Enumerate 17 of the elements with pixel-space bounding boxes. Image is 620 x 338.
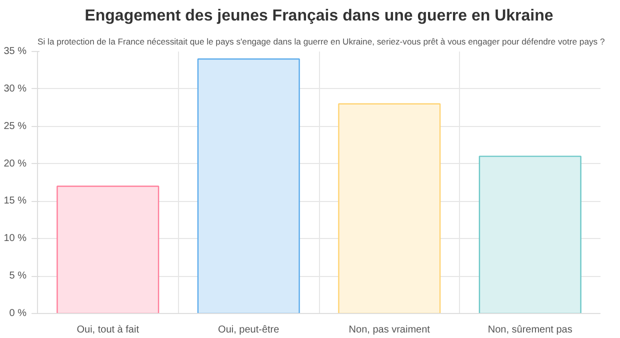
y-tick-label: 30 %	[4, 83, 27, 94]
y-tick-label: 5 %	[9, 270, 27, 282]
y-tick-label: 15 %	[4, 196, 27, 207]
y-tick-label: 35 %	[4, 46, 27, 57]
bar	[338, 103, 441, 314]
y-tick-label: 25 %	[4, 120, 27, 132]
y-tick-label: 10 %	[4, 233, 27, 244]
x-tick-label: Oui, peut-être	[218, 324, 280, 336]
y-tick-label: 0 %	[9, 308, 27, 319]
bar	[197, 58, 300, 314]
x-tick-label: Non, sûrement pas	[488, 324, 572, 336]
x-tick-label: Non, pas vraiment	[348, 324, 430, 336]
chart-subtitle: Si la protection de la France nécessitait que le pays s'engage dans la guerre en Ukraine, seriez-vous prêt à vous engager pour défendre votre pays ?	[38, 36, 605, 46]
y-tick-label: 20 %	[4, 158, 27, 170]
x-tick-label: Oui, tout à fait	[76, 324, 140, 336]
bar	[56, 186, 160, 314]
chart-title: Engagement des jeunes Français dans une guerre en Ukraine	[84, 8, 554, 24]
